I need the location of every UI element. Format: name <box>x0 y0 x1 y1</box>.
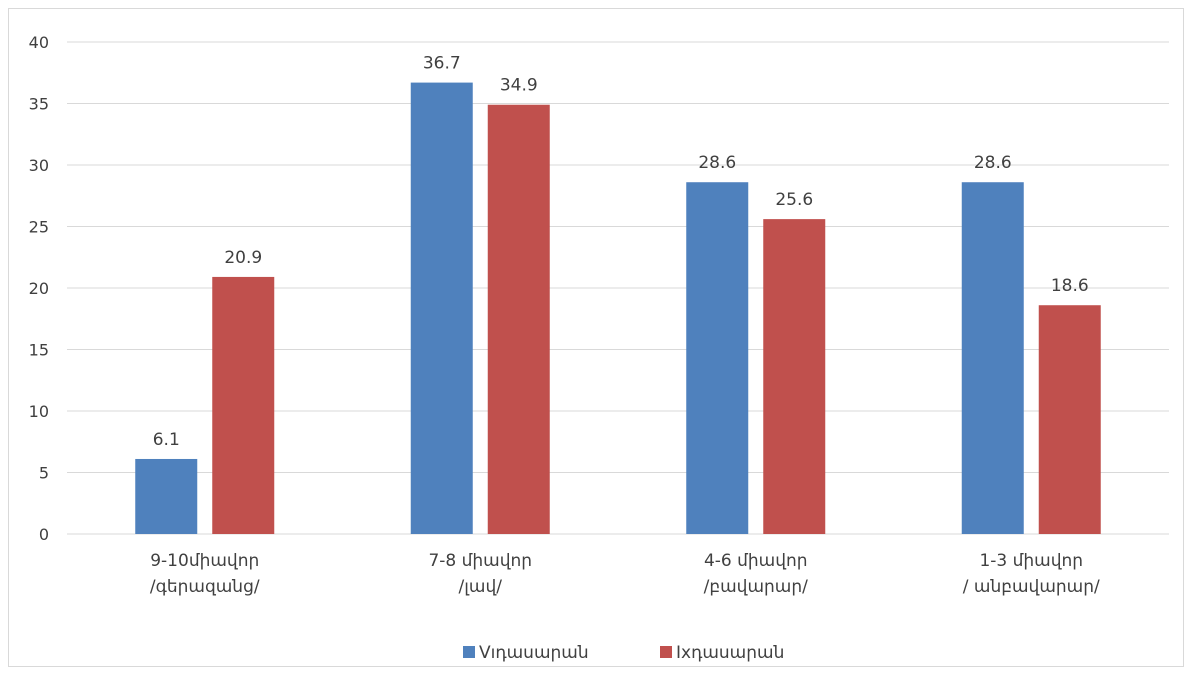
x-category-label: 7-8 միավոր <box>428 551 532 571</box>
x-category-label: /գերազանց/ <box>150 577 260 597</box>
data-label: 25.6 <box>775 190 813 210</box>
bar-chart: 0 5 10 15 20 25 30 35 40 6.1 36.7 28.6 28.6 20.9 34.9… <box>29 33 1169 663</box>
legend-label: Vıդասարան <box>479 643 589 663</box>
x-category-label: 4-6 միավոր <box>704 551 808 571</box>
y-tick-label: 30 <box>29 156 49 175</box>
bar-series1 <box>135 458 198 534</box>
data-label: 36.7 <box>423 54 461 74</box>
y-tick-label: 40 <box>29 33 49 52</box>
data-label: 28.6 <box>974 153 1012 173</box>
y-tick-label: 35 <box>29 95 49 114</box>
data-labels: 6.1 36.7 28.6 28.6 20.9 34.9 25.6 18.6 <box>153 54 1089 450</box>
bar-series1 <box>961 182 1024 534</box>
x-category-label: 1-3 միավոր <box>979 551 1083 571</box>
data-label: 28.6 <box>698 153 736 173</box>
y-tick-label: 15 <box>29 341 49 360</box>
bar-series2 <box>763 219 826 534</box>
data-label: 6.1 <box>153 430 180 450</box>
data-label: 34.9 <box>500 76 538 96</box>
x-category-label: 9-10միավոր <box>150 551 259 571</box>
chart-frame: 0 5 10 15 20 25 30 35 40 6.1 36.7 28.6 28.6 20.9 34.9… <box>8 8 1184 667</box>
legend-label: Ixդասարան <box>676 643 784 663</box>
legend-swatch <box>463 646 475 658</box>
data-label: 20.9 <box>224 248 262 268</box>
y-tick-label: 10 <box>29 402 49 421</box>
legend-swatch <box>660 646 672 658</box>
y-axis-tick-labels: 0 5 10 15 20 25 30 35 40 <box>29 33 49 544</box>
x-category-label: / անբավարար/ <box>963 577 1100 597</box>
legend: Vıդասարան Ixդասարան <box>463 643 784 663</box>
x-axis-category-labels: 9-10միավոր/գերազանց/7-8 միավոր/լավ/4-6 մ… <box>150 551 1100 597</box>
y-tick-label: 5 <box>39 464 49 483</box>
bar-series1 <box>410 82 473 534</box>
x-category-label: /լավ/ <box>459 577 503 597</box>
y-tick-label: 20 <box>29 279 49 298</box>
data-label: 18.6 <box>1051 276 1089 296</box>
y-tick-label: 25 <box>29 218 49 237</box>
x-category-label: /բավարար/ <box>704 577 809 597</box>
bars <box>135 82 1101 534</box>
bar-series2 <box>1038 305 1101 534</box>
bar-series2 <box>487 104 550 534</box>
y-tick-label: 0 <box>39 525 49 544</box>
bar-series2 <box>212 276 275 534</box>
bar-series1 <box>686 182 749 534</box>
